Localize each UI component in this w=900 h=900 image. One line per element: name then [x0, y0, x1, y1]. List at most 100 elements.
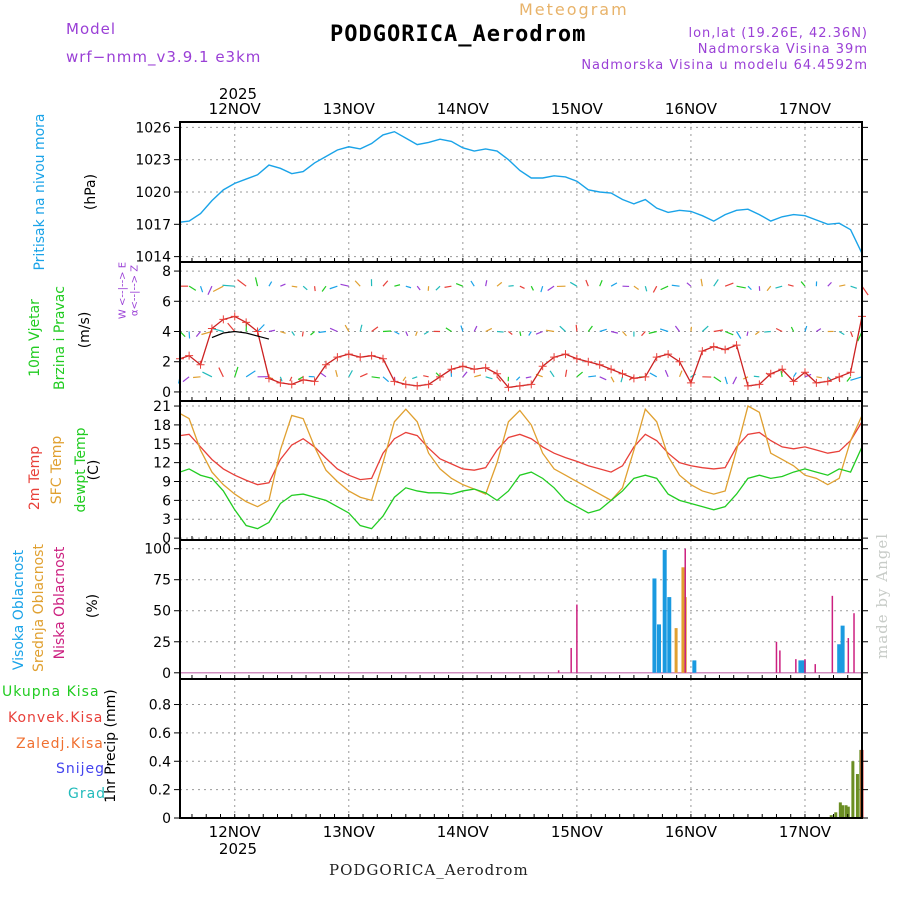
wind-arrow — [321, 285, 327, 292]
pressure-line — [179, 130, 863, 254]
wind-arrow — [649, 372, 658, 378]
day-label-top: 14NOV — [437, 100, 490, 118]
wind-speed-marker — [561, 350, 570, 359]
wind-arrow — [846, 376, 852, 382]
wind-speed-marker — [185, 351, 194, 360]
elevation-label: Nadmorska Visina 39m — [697, 42, 868, 57]
cloud-low-bar — [831, 595, 834, 673]
day-label-bottom: 14NOV — [437, 823, 490, 841]
wind-arrow — [460, 325, 464, 332]
cloud-high-bar — [667, 597, 672, 673]
wind-speed-marker — [595, 360, 604, 369]
precip-conv-label: Konvek.Kisa — [8, 710, 104, 726]
station-title: PODGORICA_Aerodrom — [330, 22, 587, 47]
wind-arrow — [435, 285, 441, 291]
wind-speed-marker — [675, 357, 684, 366]
y-tick-label: 1014 — [135, 250, 171, 266]
wind-arrow — [371, 326, 379, 332]
cloud-high-bar — [652, 578, 657, 673]
cloud-high-bar — [662, 549, 667, 673]
wind-arrow — [193, 376, 201, 379]
wind-arrow — [405, 331, 409, 337]
cloud-low-bar — [847, 638, 850, 673]
model-label: Model — [66, 20, 117, 38]
cloud-low-bar — [775, 641, 778, 673]
wind-arrow — [850, 331, 854, 338]
wind-arrow — [746, 331, 749, 337]
wind-arrow — [599, 328, 607, 333]
wind-arrow — [753, 375, 760, 378]
wind-arrow — [291, 331, 296, 336]
y-tick-label: 100 — [144, 542, 171, 558]
wind-speed-marker — [641, 372, 650, 381]
wind-arrow — [319, 372, 327, 378]
precip-graupel-label: Grad — [68, 786, 107, 802]
wind-arrow — [660, 285, 669, 291]
wind-arrow — [359, 373, 368, 378]
model-elevation-label: Nadmorska Visina u modelu 64.4592m — [581, 58, 868, 73]
wind-arrow — [291, 285, 298, 288]
wind-arrow — [237, 279, 247, 287]
wind-arrow — [435, 372, 441, 378]
wind-arrow — [207, 285, 213, 296]
cloud-high-bar — [656, 624, 661, 673]
y-tick-label: 8 — [162, 264, 171, 280]
grid-layer — [180, 122, 862, 819]
wind-speed-marker — [789, 377, 798, 386]
wind-speed-marker — [436, 372, 445, 381]
wind-arrow — [359, 324, 363, 332]
wind-speed-marker — [401, 380, 410, 389]
wind-arrow — [344, 324, 350, 332]
wind-arrow — [412, 376, 418, 380]
wind-arrow — [405, 285, 412, 289]
y-tick-label: 50 — [153, 604, 171, 620]
wind-arrow — [474, 374, 482, 378]
wind-arrow — [528, 331, 532, 336]
cloud-mid-bar — [674, 628, 678, 673]
day-label-bottom: 12NOV — [209, 823, 262, 841]
wind-arrow — [659, 328, 669, 333]
wind-arrow — [257, 324, 265, 332]
wind-arrow — [686, 282, 692, 287]
y-tick-label: 1023 — [135, 153, 171, 169]
wind-arrow — [610, 330, 619, 334]
wind-speed-marker — [800, 368, 809, 377]
wind-arrow — [754, 331, 760, 336]
wind-arrow — [575, 324, 578, 332]
wind-arrow — [839, 284, 846, 287]
year-bottom: 2025 — [219, 840, 257, 858]
wind-speed-marker — [515, 381, 524, 390]
frame-layer: 12NOV 12NOV 13NOV 13NOV 14NOV 14NOV 15NOV 15NOV… — [135, 100, 868, 841]
wind-arrow — [394, 330, 400, 335]
wind-arrow — [254, 277, 259, 287]
wind-speed-marker — [527, 380, 536, 389]
wind-speed-marker — [207, 324, 216, 333]
wind-speed-marker — [253, 327, 262, 336]
wind-arrow — [297, 376, 304, 381]
wind-arrow — [633, 285, 639, 290]
wind-speed-marker — [424, 380, 433, 389]
wind-arrow — [485, 376, 493, 380]
wind-arrow — [485, 280, 488, 287]
y-tick-label: 18 — [153, 418, 171, 434]
wind-arrow — [462, 371, 468, 378]
day-label-top: 17NOV — [779, 100, 832, 118]
panel-frame — [179, 539, 863, 680]
wind-arrow — [587, 325, 593, 332]
wind-arrow — [585, 279, 589, 287]
wind-arrow — [496, 281, 503, 287]
wind-arrow — [508, 285, 514, 287]
precip-total-bar — [855, 774, 859, 818]
y-tick-label: 9 — [162, 475, 171, 491]
wind-speed-marker — [755, 380, 764, 389]
wind-arrow — [530, 285, 534, 291]
day-label-top: 16NOV — [665, 100, 718, 118]
day-label-bottom: 13NOV — [323, 823, 376, 841]
day-label-top: 15NOV — [551, 100, 604, 118]
wind-arrow — [382, 376, 390, 383]
wind-arrow — [576, 371, 583, 378]
wind-arrow — [423, 375, 429, 378]
cloud-low-bar — [795, 659, 797, 673]
wind-arrow — [816, 376, 823, 379]
